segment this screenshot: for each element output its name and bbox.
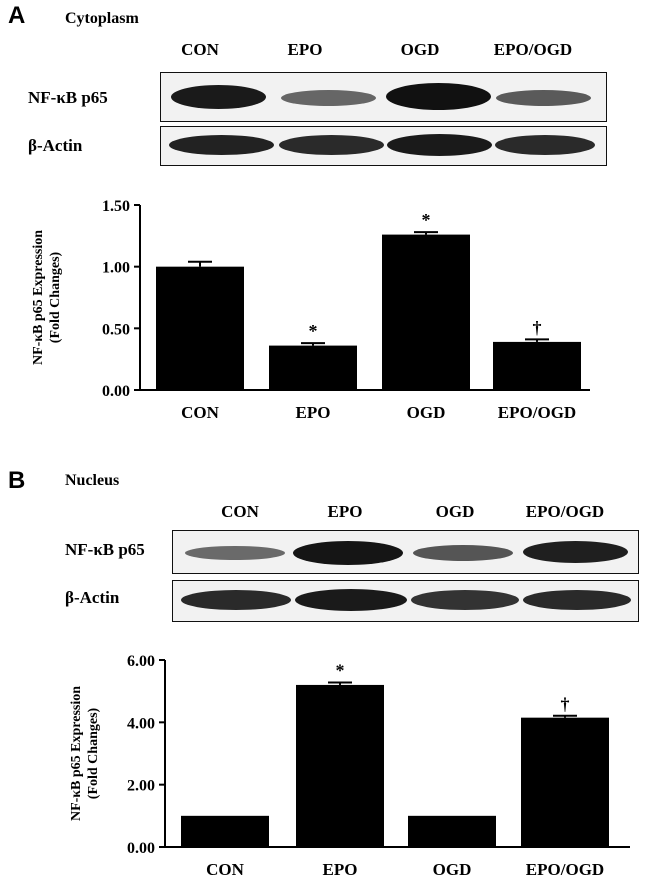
panel-letter: B — [8, 467, 26, 494]
y-tick-label: 2.00 — [127, 778, 155, 795]
western-blot-nfkb — [160, 72, 607, 122]
row-label-nfkb: NF-κB p65 — [65, 540, 145, 559]
lane-label-ogd: OGD — [400, 40, 440, 59]
y-axis-label: (Fold Changes) — [48, 251, 63, 343]
panel-a: A Cytoplasm CON EPO OGD EPO/OGD NF-κB p6… — [0, 0, 645, 440]
significance-marker: † — [561, 694, 570, 714]
lane-label-epo-ogd: EPO/OGD — [493, 40, 573, 59]
lane-label-con: CON — [221, 502, 259, 521]
bar — [493, 341, 581, 390]
row-label-actin: β-Actin — [65, 588, 120, 607]
x-tick-label: OGD — [433, 860, 472, 879]
blot-band — [295, 589, 407, 611]
row-label-nfkb: NF-κB p65 — [28, 88, 108, 107]
bar — [408, 815, 496, 847]
blot-band — [413, 545, 513, 561]
significance-marker: * — [309, 321, 318, 341]
significance-marker: † — [533, 317, 542, 337]
lane-label-epo: EPO — [327, 502, 363, 521]
panel-b: B Nucleus CON EPO OGD EPO/OGD NF-κB p65 … — [0, 440, 645, 883]
y-axis-label: (Fold Changes) — [86, 707, 101, 799]
panel-title: Cytoplasm — [65, 10, 139, 27]
x-tick-label: EPO — [323, 860, 358, 879]
y-tick-label: 0.50 — [102, 321, 130, 338]
bar-chart-nucleus: 0.00 2.00 4.00 6.00 NF-κB p65 Expression (Fol… — [69, 653, 630, 879]
blot-band — [171, 85, 266, 109]
significance-marker: * — [336, 660, 345, 680]
row-label-actin: β-Actin — [28, 136, 83, 155]
blot-band — [281, 90, 376, 106]
blot-band — [495, 135, 595, 155]
y-tick-label: 1.50 — [102, 198, 130, 215]
lane-label-epo-ogd: EPO/OGD — [525, 502, 605, 521]
blot-band — [387, 134, 492, 156]
western-blot-nfkb — [172, 530, 639, 574]
blot-band — [496, 90, 591, 106]
lane-label-epo: EPO — [287, 40, 323, 59]
y-tick-label: 0.00 — [127, 840, 155, 857]
x-tick-label: EPO — [296, 403, 331, 422]
blot-band — [293, 541, 403, 565]
bar — [521, 717, 609, 847]
y-tick-label: 4.00 — [127, 715, 155, 732]
significance-marker: * — [422, 210, 431, 230]
x-tick-label: CON — [206, 860, 245, 879]
bar — [269, 345, 357, 390]
x-tick-label: EPO/OGD — [526, 860, 604, 879]
x-tick-label: CON — [181, 403, 220, 422]
lane-label-ogd: OGD — [435, 502, 475, 521]
blot-band — [386, 83, 491, 110]
bar-chart-cytoplasm: 0.00 0.50 1.00 1.50 NF-κB p65 Expression (Fol… — [31, 198, 590, 422]
blot-band — [411, 590, 519, 610]
blot-band — [523, 590, 631, 610]
western-blot-actin — [172, 580, 639, 622]
bar — [382, 234, 470, 390]
bar — [296, 684, 384, 847]
bar — [156, 266, 244, 390]
y-tick-label: 1.00 — [102, 260, 130, 277]
western-blot-actin — [160, 126, 607, 166]
bar — [181, 815, 269, 847]
x-tick-label: OGD — [407, 403, 446, 422]
panel-title: Nucleus — [65, 472, 120, 489]
blot-band — [181, 590, 291, 610]
y-tick-label: 6.00 — [127, 653, 155, 670]
y-tick-label: 0.00 — [102, 383, 130, 400]
panel-letter: A — [8, 2, 26, 29]
y-axis-label: NF-κB p65 Expression — [31, 230, 46, 365]
x-tick-label: EPO/OGD — [498, 403, 576, 422]
blot-band — [279, 135, 384, 155]
lane-label-con: CON — [181, 40, 219, 59]
blot-band — [185, 546, 285, 560]
blot-band — [169, 135, 274, 155]
blot-band — [523, 541, 628, 563]
y-axis-label: NF-κB p65 Expression — [69, 686, 84, 821]
